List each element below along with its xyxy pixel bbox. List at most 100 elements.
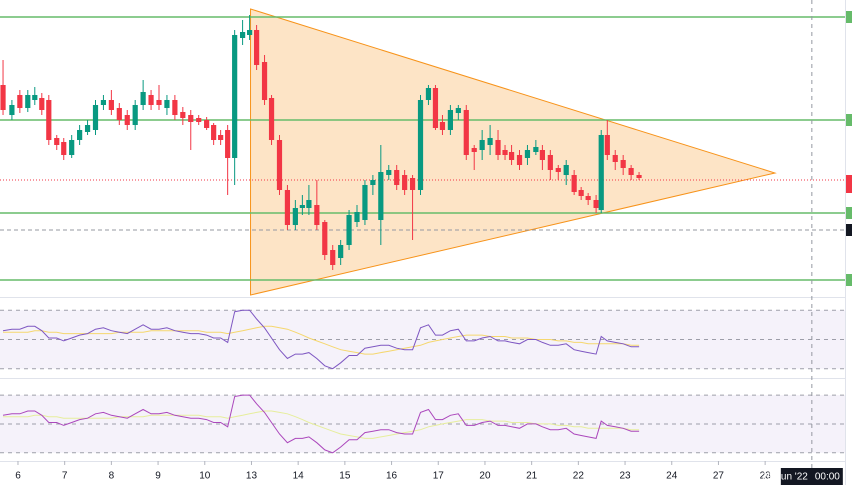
candle-body	[46, 100, 52, 140]
candle-body	[628, 168, 634, 175]
candle-body	[225, 130, 231, 158]
candle-body	[261, 62, 268, 100]
x-tick-label: 20	[479, 471, 491, 482]
candle-body	[9, 105, 15, 115]
level-badge	[846, 114, 852, 126]
x-tick-label: 6	[15, 471, 21, 482]
candle-body	[246, 30, 253, 35]
candle-body	[156, 100, 162, 105]
indicator-band	[0, 310, 845, 369]
candle-body	[276, 140, 283, 190]
candle-body	[124, 115, 130, 125]
x-tick-label: 14	[293, 471, 305, 482]
candle-body	[268, 98, 275, 140]
price-badge	[846, 175, 852, 193]
candle-body	[447, 110, 453, 130]
candle-body	[180, 112, 186, 118]
candle-body	[604, 135, 610, 155]
candle-body	[254, 30, 260, 65]
candle-body	[108, 100, 114, 110]
x-tick-label: 27	[713, 471, 725, 482]
candle-body	[378, 172, 384, 220]
candle-body	[32, 95, 38, 100]
crosshair-time: 00:00	[815, 472, 840, 483]
candle-body	[585, 196, 591, 200]
candle-body	[292, 208, 298, 225]
candle-body	[455, 108, 461, 113]
candle-body	[547, 155, 553, 170]
candle-body	[338, 245, 344, 258]
candle-body	[495, 140, 501, 155]
candle-body	[593, 200, 599, 208]
x-tick-label: 24	[666, 471, 678, 482]
candle-body	[354, 212, 360, 222]
candle-body	[409, 178, 416, 190]
candle-body	[92, 105, 99, 130]
candle-body	[172, 100, 178, 115]
candle-body	[69, 140, 75, 155]
candle-body	[425, 88, 432, 100]
candle-body	[471, 148, 477, 152]
candle-body	[539, 150, 545, 160]
candle-body	[188, 115, 194, 122]
candle-body	[116, 108, 122, 120]
candle-body	[463, 110, 469, 155]
candle-body	[578, 190, 584, 196]
candle-body	[533, 147, 539, 152]
indicator-band	[0, 395, 845, 453]
candle-body	[487, 138, 493, 145]
candle-body	[479, 140, 485, 150]
candle-body	[417, 100, 424, 190]
x-tick-label: 7	[62, 471, 68, 482]
candle-body	[54, 138, 60, 145]
crosshair-label-box	[780, 468, 843, 485]
candle-body	[306, 200, 312, 208]
x-tick-label: 15	[339, 471, 351, 482]
candle-body	[164, 100, 170, 108]
candle-body	[508, 152, 515, 160]
candle-body	[502, 150, 508, 155]
x-tick-label: 21	[526, 471, 538, 482]
level-badge	[846, 274, 852, 286]
candle-body	[84, 125, 91, 132]
candle-body	[362, 185, 368, 220]
candle-body	[100, 100, 107, 105]
candle-body	[330, 250, 336, 265]
candle-body	[25, 95, 31, 108]
candle-body	[0, 85, 6, 110]
candle-body	[322, 222, 328, 255]
candle-body	[218, 135, 224, 140]
x-tick-label: 8	[109, 471, 115, 482]
crosshair-date: 29 Jun '22	[762, 472, 808, 483]
indicator-line	[2, 309, 640, 370]
candle-body	[132, 105, 138, 125]
candle-body	[61, 142, 67, 155]
candle-body	[386, 170, 392, 175]
candle-body	[563, 165, 569, 175]
candle-body	[432, 88, 439, 128]
line-badge	[846, 224, 852, 236]
x-tick-label: 22	[573, 471, 585, 482]
indicator-line	[2, 394, 640, 454]
candle-body	[39, 98, 45, 110]
x-tick-label: 13	[246, 471, 258, 482]
x-tick-label: 23	[619, 471, 631, 482]
level-badge	[846, 207, 852, 219]
candle-body	[140, 92, 146, 105]
candle-body	[620, 160, 626, 168]
candle-body	[211, 125, 217, 140]
candle-body	[439, 122, 446, 130]
x-tick-label: 17	[433, 471, 445, 482]
candle-body	[394, 170, 400, 185]
x-tick-label: 9	[155, 471, 161, 482]
candle-body	[612, 155, 618, 162]
candle-body	[148, 95, 154, 105]
candle-body	[314, 205, 320, 225]
candle-body	[524, 150, 531, 158]
candle-body	[17, 95, 23, 108]
candle-body	[402, 175, 408, 190]
level-badge	[846, 11, 852, 23]
